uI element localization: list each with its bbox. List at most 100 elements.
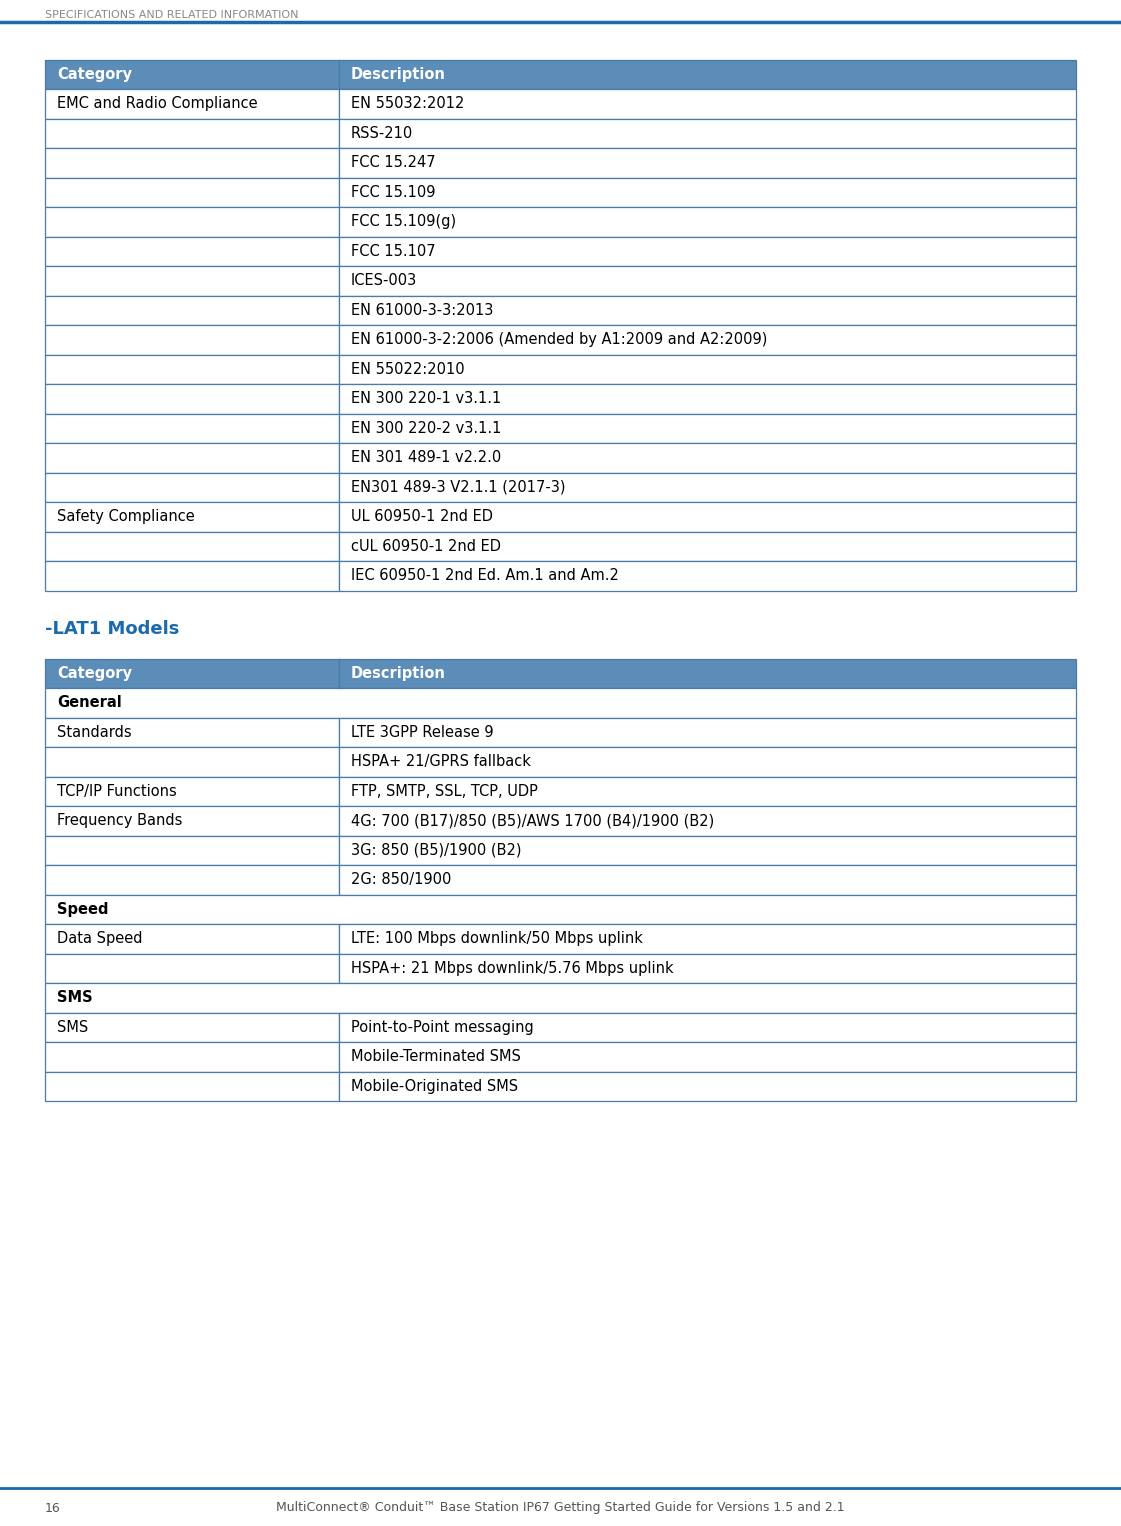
Bar bbox=[45, 865, 339, 894]
Text: Mobile-Terminated SMS: Mobile-Terminated SMS bbox=[351, 1050, 521, 1064]
Bar bbox=[45, 502, 339, 531]
Bar bbox=[339, 1042, 1076, 1071]
Text: SPECIFICATIONS AND RELATED INFORMATION: SPECIFICATIONS AND RELATED INFORMATION bbox=[45, 11, 298, 20]
Bar bbox=[339, 777, 1076, 806]
Bar bbox=[45, 148, 339, 177]
Text: SMS: SMS bbox=[57, 1019, 89, 1035]
Bar bbox=[339, 836, 1076, 865]
Bar bbox=[339, 1012, 1076, 1042]
Text: UL 60950-1 2nd ED: UL 60950-1 2nd ED bbox=[351, 510, 493, 525]
Bar bbox=[45, 894, 1076, 925]
Bar bbox=[339, 806, 1076, 836]
Bar bbox=[45, 1071, 339, 1100]
Bar bbox=[339, 296, 1076, 325]
Bar bbox=[339, 954, 1076, 983]
Text: EN 55022:2010: EN 55022:2010 bbox=[351, 362, 464, 377]
Bar bbox=[45, 983, 1076, 1012]
Text: 3G: 850 (B5)/1900 (B2): 3G: 850 (B5)/1900 (B2) bbox=[351, 842, 521, 858]
Text: ICES-003: ICES-003 bbox=[351, 273, 417, 288]
Text: FCC 15.109: FCC 15.109 bbox=[351, 185, 435, 200]
Text: IEC 60950-1 2nd Ed. Am.1 and Am.2: IEC 60950-1 2nd Ed. Am.1 and Am.2 bbox=[351, 568, 619, 583]
Text: FTP, SMTP, SSL, TCP, UDP: FTP, SMTP, SSL, TCP, UDP bbox=[351, 784, 538, 798]
Text: LTE 3GPP Release 9: LTE 3GPP Release 9 bbox=[351, 725, 493, 740]
Bar bbox=[45, 89, 339, 119]
Bar bbox=[45, 60, 1076, 89]
Text: HSPA+: 21 Mbps downlink/5.76 Mbps uplink: HSPA+: 21 Mbps downlink/5.76 Mbps uplink bbox=[351, 961, 674, 975]
Bar bbox=[339, 354, 1076, 385]
Text: 16: 16 bbox=[45, 1502, 61, 1514]
Bar bbox=[339, 1071, 1076, 1100]
Bar bbox=[45, 659, 1076, 688]
Text: SMS: SMS bbox=[57, 990, 93, 1006]
Text: General: General bbox=[57, 696, 122, 710]
Text: HSPA+ 21/GPRS fallback: HSPA+ 21/GPRS fallback bbox=[351, 754, 530, 769]
Bar bbox=[45, 266, 339, 296]
Bar bbox=[339, 266, 1076, 296]
Bar bbox=[45, 531, 339, 562]
Bar bbox=[45, 836, 339, 865]
Text: Frequency Bands: Frequency Bands bbox=[57, 813, 183, 829]
Bar bbox=[339, 177, 1076, 208]
Bar bbox=[45, 806, 339, 836]
Text: EN 55032:2012: EN 55032:2012 bbox=[351, 96, 464, 111]
Bar bbox=[339, 414, 1076, 443]
Bar bbox=[45, 777, 339, 806]
Text: 4G: 700 (B17)/850 (B5)/AWS 1700 (B4)/1900 (B2): 4G: 700 (B17)/850 (B5)/AWS 1700 (B4)/190… bbox=[351, 813, 714, 829]
Bar bbox=[339, 502, 1076, 531]
Text: FCC 15.109(g): FCC 15.109(g) bbox=[351, 214, 456, 229]
Bar bbox=[339, 748, 1076, 777]
Text: FCC 15.247: FCC 15.247 bbox=[351, 156, 435, 171]
Bar bbox=[339, 237, 1076, 266]
Text: Point-to-Point messaging: Point-to-Point messaging bbox=[351, 1019, 534, 1035]
Text: EN 301 489-1 v2.2.0: EN 301 489-1 v2.2.0 bbox=[351, 450, 501, 465]
Text: MultiConnect® Conduit™ Base Station IP67 Getting Started Guide for Versions 1.5 : MultiConnect® Conduit™ Base Station IP67… bbox=[276, 1502, 845, 1514]
Bar bbox=[45, 925, 339, 954]
Bar bbox=[45, 443, 339, 473]
Text: EN 300 220-2 v3.1.1: EN 300 220-2 v3.1.1 bbox=[351, 421, 501, 436]
Text: Description: Description bbox=[351, 665, 446, 681]
Text: Safety Compliance: Safety Compliance bbox=[57, 510, 195, 525]
Bar bbox=[45, 1042, 339, 1071]
Bar bbox=[45, 688, 1076, 717]
Bar bbox=[45, 954, 339, 983]
Bar bbox=[339, 562, 1076, 591]
Text: cUL 60950-1 2nd ED: cUL 60950-1 2nd ED bbox=[351, 539, 501, 554]
Bar bbox=[339, 208, 1076, 237]
Bar bbox=[45, 354, 339, 385]
Bar bbox=[45, 1012, 339, 1042]
Bar bbox=[45, 473, 339, 502]
Bar bbox=[45, 748, 339, 777]
Bar bbox=[339, 443, 1076, 473]
Bar bbox=[45, 894, 1076, 925]
Bar bbox=[45, 385, 339, 414]
Bar bbox=[339, 531, 1076, 562]
Text: Mobile-Originated SMS: Mobile-Originated SMS bbox=[351, 1079, 518, 1094]
Text: Category: Category bbox=[57, 665, 132, 681]
Bar bbox=[45, 208, 339, 237]
Bar bbox=[339, 325, 1076, 354]
Text: Category: Category bbox=[57, 67, 132, 82]
Bar bbox=[339, 385, 1076, 414]
Bar bbox=[45, 177, 339, 208]
Text: FCC 15.107: FCC 15.107 bbox=[351, 244, 435, 259]
Text: EN 61000-3-3:2013: EN 61000-3-3:2013 bbox=[351, 302, 493, 317]
Text: Data Speed: Data Speed bbox=[57, 931, 142, 946]
Text: EN 61000-3-2:2006 (Amended by A1:2009 and A2:2009): EN 61000-3-2:2006 (Amended by A1:2009 an… bbox=[351, 333, 767, 348]
Bar bbox=[45, 414, 339, 443]
Text: EMC and Radio Compliance: EMC and Radio Compliance bbox=[57, 96, 258, 111]
Bar bbox=[45, 296, 339, 325]
Bar bbox=[45, 688, 1076, 717]
Bar bbox=[339, 119, 1076, 148]
Bar bbox=[45, 717, 339, 748]
Bar bbox=[339, 717, 1076, 748]
Text: Standards: Standards bbox=[57, 725, 131, 740]
Bar bbox=[339, 89, 1076, 119]
Bar bbox=[45, 325, 339, 354]
Text: Description: Description bbox=[351, 67, 446, 82]
Bar bbox=[45, 60, 1076, 89]
Text: -LAT1 Models: -LAT1 Models bbox=[45, 620, 179, 638]
Bar bbox=[45, 119, 339, 148]
Bar bbox=[339, 473, 1076, 502]
Bar bbox=[45, 237, 339, 266]
Text: EN301 489-3 V2.1.1 (2017-3): EN301 489-3 V2.1.1 (2017-3) bbox=[351, 479, 565, 494]
